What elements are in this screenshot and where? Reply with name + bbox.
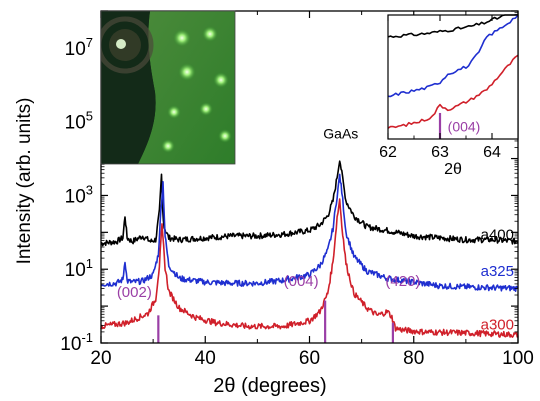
x-tick-label-2: 60 — [299, 348, 320, 369]
x-tick-label-0: 20 — [90, 348, 111, 369]
curve-label-a400: a400 — [481, 227, 514, 244]
inset-x-tick-label-1: 63 — [431, 144, 449, 161]
inset-series-line-a300 — [387, 54, 519, 129]
series-line-a300 — [100, 198, 519, 338]
x-tick-label-1: 40 — [195, 348, 216, 369]
reference-label-0: (002) — [117, 284, 152, 301]
zoom-inset: (004) 62 63 64 2θ — [379, 14, 519, 178]
y-tick-label-4: 107 — [65, 35, 93, 60]
y-tick-label-1: 101 — [65, 256, 93, 281]
inset-x-axis-label: 2θ — [444, 161, 462, 178]
inset-series-line-a400 — [387, 14, 518, 38]
y-axis-label: Intensity (arb. units) — [14, 98, 35, 265]
series-line-a400 — [100, 160, 519, 247]
reference-label-1: (004) — [284, 273, 319, 290]
inset-series-line-a325 — [387, 14, 519, 98]
y-tick-label-0: 10-1 — [60, 330, 93, 355]
reference-label-2: (420) — [385, 273, 420, 290]
y-tick-label-2: 103 — [65, 182, 93, 207]
series-line-a325 — [100, 173, 519, 292]
inset-x-tick-label-0: 62 — [379, 144, 397, 161]
curve-label-a325: a325 — [481, 263, 514, 280]
x-axis-label: 2θ (degrees) — [213, 375, 326, 397]
inset-reference-label: (004) — [448, 119, 481, 135]
peak-annotation-1: GaAs — [323, 125, 358, 141]
micrograph-inset — [100, 10, 236, 165]
inset-frame — [387, 14, 519, 140]
x-tick-label-3: 80 — [403, 348, 424, 369]
y-tick-label-3: 105 — [65, 109, 93, 134]
x-tick-label-4: 100 — [502, 348, 534, 369]
inset-x-tick-label-2: 64 — [483, 144, 501, 161]
curve-label-a300: a300 — [481, 316, 514, 333]
